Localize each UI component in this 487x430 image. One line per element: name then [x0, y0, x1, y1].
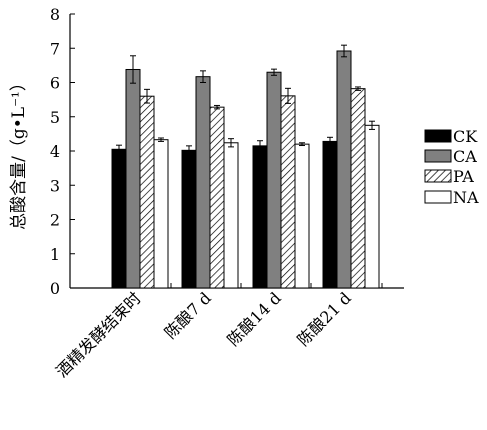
y-tick-label: 1	[50, 245, 60, 264]
x-tick-label: 陈酿7 d	[161, 288, 215, 342]
legend-swatch-pa	[424, 169, 452, 183]
y-tick-label: 3	[50, 176, 60, 195]
x-tick-label: 陈酿14 d	[224, 288, 285, 349]
bar-ck	[322, 140, 338, 289]
x-tick-labels: 酒精发酵结束时 陈酿7 d 陈酿14 d 陈酿21 d	[52, 288, 355, 381]
legend-label-ck: CK	[453, 127, 478, 146]
legend-swatch-ck	[424, 129, 452, 143]
bar-na	[223, 142, 239, 289]
y-tick-label: 8	[50, 5, 60, 24]
bar-ca	[125, 68, 141, 289]
bar-ca	[195, 76, 211, 289]
y-tick-label: 4	[50, 142, 60, 161]
bar-ck	[111, 148, 127, 289]
x-tick-label: 酒精发酵结束时	[52, 288, 145, 381]
bar-na	[153, 139, 169, 289]
bar-pa	[209, 106, 225, 289]
legend-label-pa: PA	[453, 167, 474, 186]
y-ticks: 0 1 2 3 4 5 6 7 8	[50, 5, 75, 298]
bar-ck	[181, 149, 197, 289]
legend-label-ca: CA	[453, 147, 477, 166]
y-tick-label: 2	[50, 211, 60, 230]
bars	[111, 50, 380, 289]
bar-ck	[252, 145, 268, 289]
y-tick-label: 0	[50, 279, 60, 298]
bar-ca	[336, 50, 352, 289]
y-axis-label: 总酸含量/（g•L⁻¹）	[9, 74, 29, 230]
y-tick-label: 5	[50, 108, 60, 127]
bar-pa	[139, 95, 155, 289]
legend-swatch-na	[424, 190, 452, 204]
y-tick-label: 6	[50, 74, 60, 93]
error-bars	[116, 44, 375, 156]
bar-ca	[266, 71, 282, 289]
bar-na	[364, 124, 380, 289]
bar-na	[294, 143, 310, 289]
legend-label-na: NA	[453, 188, 479, 207]
x-tick-label: 陈酿21 d	[294, 288, 355, 349]
legend-swatch-ca	[424, 149, 452, 163]
bar-pa	[350, 88, 366, 289]
y-tick-label: 7	[50, 39, 60, 58]
bar-pa	[280, 95, 296, 289]
